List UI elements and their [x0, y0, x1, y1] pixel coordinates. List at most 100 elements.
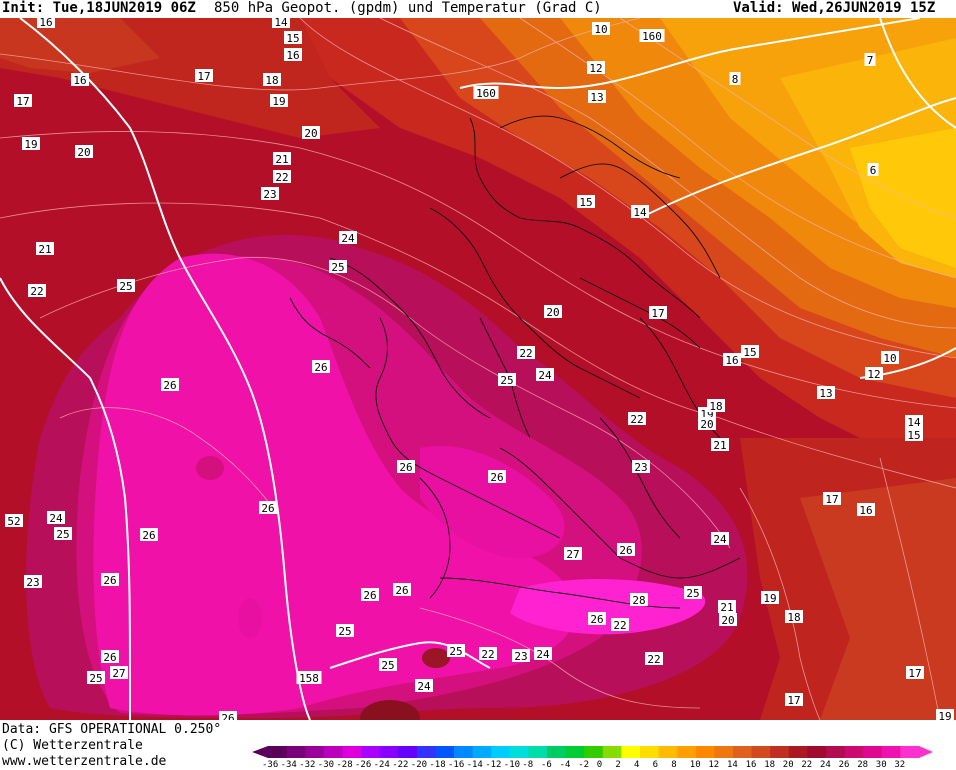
temperature-label: 24	[415, 679, 433, 693]
geopotential-label: 10	[881, 351, 899, 365]
temperature-label-text: 25	[686, 587, 699, 600]
temperature-label-text: 26	[399, 461, 412, 474]
temperature-label-text: 12	[589, 62, 602, 75]
colorbar-cell	[323, 746, 343, 758]
colorbar-cell	[621, 746, 641, 758]
colorbar-tick-label: -36	[262, 760, 279, 770]
temperature-label-text: 16	[725, 354, 738, 367]
geopotential-label-text: 158	[299, 672, 319, 685]
temperature-label-text: 22	[630, 413, 643, 426]
geopotential-label: 160	[473, 86, 499, 100]
colorbar-cell	[788, 746, 808, 758]
colorbar	[252, 746, 933, 758]
temperature-label-text: 22	[613, 619, 626, 632]
temperature-label: 21	[36, 242, 54, 256]
colorbar-cell	[565, 746, 585, 758]
colorbar-tick-label: 24	[820, 760, 831, 770]
colorbar-cell	[807, 746, 827, 758]
temperature-label-text: 16	[859, 504, 872, 517]
colorbar-tick-label: -34	[280, 760, 297, 770]
temperature-label-text: 23	[514, 650, 527, 663]
temperature-label: 16	[857, 503, 875, 517]
temperature-label-text: 26	[163, 379, 176, 392]
temperature-label-text: 52	[7, 515, 20, 528]
temperature-label: 22	[479, 647, 497, 661]
temperature-label: 28	[630, 593, 648, 607]
temperature-label-text: 26	[490, 471, 503, 484]
colorbar-tick-label: 28	[857, 760, 869, 770]
temperature-label: 24	[47, 511, 65, 525]
temperature-label: 21	[718, 600, 736, 614]
colorbar-tick-label: -32	[299, 760, 316, 770]
temperature-label: 26	[393, 583, 411, 597]
temperature-label-text: 6	[870, 164, 877, 177]
temperature-label-text: 26	[314, 361, 327, 374]
temperature-label-text: 20	[546, 306, 559, 319]
temperature-label-text: 26	[103, 651, 116, 664]
colorbar-tick-label: -4	[559, 760, 571, 770]
temperature-label-text: 25	[381, 659, 394, 672]
temperature-fill	[0, 18, 956, 720]
colorbar-tick-label: 4	[634, 760, 640, 770]
temperature-label-text: 18	[709, 400, 722, 413]
temperature-label-text: 7	[867, 54, 874, 67]
temperature-label: 15	[741, 345, 759, 359]
temperature-label: 20	[75, 145, 93, 159]
temperature-label-text: 26	[395, 584, 408, 597]
temperature-label-text: 26	[103, 574, 116, 587]
temperature-label: 26	[101, 650, 119, 664]
temperature-label: 26	[361, 588, 379, 602]
temperature-label: 22	[611, 618, 629, 632]
colorbar-cell	[695, 746, 715, 758]
colorbar-tick-label: 18	[764, 760, 776, 770]
temperature-label: 25	[447, 644, 465, 658]
temperature-label: 25	[329, 260, 347, 274]
temperature-label: 22	[28, 284, 46, 298]
temperature-label-text: 25	[338, 625, 351, 638]
temperature-label-text: 21	[38, 243, 51, 256]
temperature-label: 13	[817, 386, 835, 400]
colorbar-tick-label: 20	[782, 760, 794, 770]
temperature-label-text: 20	[304, 127, 317, 140]
temperature-label: 16	[723, 353, 741, 367]
temperature-label-text: 16	[73, 74, 86, 87]
colorbar-cell	[379, 746, 399, 758]
temperature-label-text: 26	[221, 712, 234, 720]
temperature-label-text: 15	[907, 429, 920, 442]
temperature-label: 25	[336, 624, 354, 638]
temperature-label-text: 20	[700, 418, 713, 431]
colorbar-cell	[584, 746, 604, 758]
temperature-label-text: 25	[500, 374, 513, 387]
temperature-label-text: 19	[763, 592, 776, 605]
temperature-label: 21	[273, 152, 291, 166]
temperature-label: 20	[302, 126, 320, 140]
copyright: (C) Wetterzentrale	[2, 738, 143, 753]
temperature-label-text: 25	[331, 261, 344, 274]
colorbar-cell	[844, 746, 864, 758]
colorbar-cell	[733, 746, 753, 758]
temperature-label: 25	[117, 279, 135, 293]
temperature-label: 26	[488, 470, 506, 484]
temperature-label: 10	[592, 22, 610, 36]
temperature-label-text: 18	[265, 74, 278, 87]
colorbar-tick-label: -24	[373, 760, 390, 770]
temperature-label: 14	[905, 415, 923, 429]
temperature-label: 16	[71, 73, 89, 87]
colorbar-cell	[509, 746, 529, 758]
temperature-label-text: 28	[632, 594, 645, 607]
geopotential-contours	[0, 18, 956, 720]
colorbar-cell	[268, 746, 288, 758]
temperature-label: 20	[698, 417, 716, 431]
temperature-label-text: 22	[519, 347, 532, 360]
site-url: www.wetterzentrale.de	[2, 754, 167, 769]
temperature-label: 25	[87, 671, 105, 685]
temperature-label: 17	[195, 69, 213, 83]
colorbar-tick-label: 32	[894, 760, 906, 770]
colorbar-tick-label: -22	[392, 760, 409, 770]
geopotential-label-text: 160	[642, 30, 662, 43]
temperature-label-text: 26	[261, 502, 274, 515]
init-time: Init: Tue,18JUN2019 06Z	[2, 0, 196, 16]
temperature-label-text: 15	[579, 196, 592, 209]
